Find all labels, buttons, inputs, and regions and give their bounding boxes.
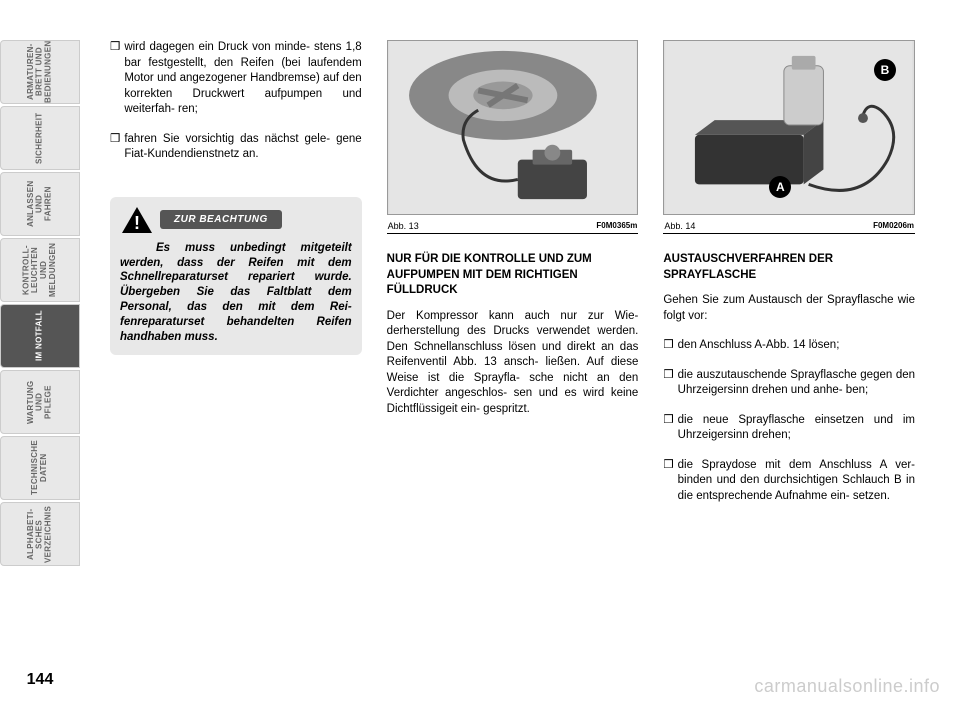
figure-caption: Abb. 13 F0M0365m (387, 219, 639, 234)
bullet-icon: ❒ (110, 40, 120, 118)
tab-alphabetisches[interactable]: ALPHABETI- SCHES VERZEICHNIS (0, 502, 80, 566)
tab-kontroll[interactable]: KONTROLL- LEUCHTEN UND MELDUNGEN (0, 238, 80, 302)
tab-armaturen[interactable]: ARMATUREN- BRETT UND BEDIENUNGEN (0, 40, 80, 104)
list-item: ❒ wird dagegen ein Druck von minde- sten… (110, 40, 362, 118)
warning-header: ! ZUR BEACHTUNG (120, 205, 352, 235)
page: ARMATUREN- BRETT UND BEDIENUNGEN SICHERH… (0, 0, 960, 709)
list-item-text: die Spraydose mit dem Anschluss A ver- b… (678, 458, 915, 505)
warning-text: Es muss unbedingt mitgeteilt werden, das… (120, 241, 352, 346)
column-3: A B Abb. 14 F0M0206m AUSTAUSCHVERFAHREN … (663, 40, 915, 689)
figure-code: F0M0206m (873, 221, 914, 231)
list-item-text: fahren Sie vorsichtig das nächst gele- g… (124, 132, 361, 163)
list-item: ❒ die auszutauschende Sprayflasche gegen… (663, 368, 915, 399)
column-1: ❒ wird dagegen ein Druck von minde- sten… (110, 40, 362, 689)
list-item: ❒ fahren Sie vorsichtig das nächst gele-… (110, 132, 362, 163)
section-heading: AUSTAUSCHVERFAHREN DER SPRAYFLASCHE (663, 252, 915, 283)
list-item-text: die neue Sprayflasche einsetzen und im U… (678, 413, 915, 444)
page-number: 144 (0, 661, 80, 709)
tab-wartung[interactable]: WARTUNG UND PFLEGE (0, 370, 80, 434)
bullet-icon: ❒ (663, 338, 673, 354)
tab-sicherheit[interactable]: SICHERHEIT (0, 106, 80, 170)
marker-b: B (874, 59, 896, 81)
tab-technische[interactable]: TECHNISCHE DATEN (0, 436, 80, 500)
list-item: ❒ den Anschluss A-Abb. 14 lösen; (663, 338, 915, 354)
warning-triangle-icon: ! (120, 205, 154, 235)
sidebar-nav: ARMATUREN- BRETT UND BEDIENUNGEN SICHERH… (0, 0, 80, 709)
figure-label: Abb. 13 (388, 221, 419, 231)
column-2: Abb. 13 F0M0365m NUR FÜR DIE KONTROLLE U… (387, 40, 639, 689)
bullet-icon: ❒ (663, 368, 673, 399)
bullet-icon: ❒ (663, 413, 673, 444)
tab-anlassen[interactable]: ANLASSEN UND FAHREN (0, 172, 80, 236)
tab-im-notfall[interactable]: IM NOTFALL (0, 304, 80, 368)
body-text: Der Kompressor kann auch nur zur Wie- de… (387, 309, 639, 418)
figure-caption: Abb. 14 F0M0206m (663, 219, 915, 234)
figure-label: Abb. 14 (664, 221, 695, 231)
list-item-text: den Anschluss A-Abb. 14 lösen; (678, 338, 840, 354)
list-item-text: die auszutauschende Sprayflasche gegen d… (678, 368, 915, 399)
bullet-icon: ❒ (110, 132, 120, 163)
list-item: ❒ die neue Sprayflasche einsetzen und im… (663, 413, 915, 444)
warning-box: ! ZUR BEACHTUNG Es muss unbedingt mitget… (110, 197, 362, 356)
list-item: ❒ die Spraydose mit dem Anschluss A ver-… (663, 458, 915, 505)
page-content: ❒ wird dagegen ein Druck von minde- sten… (80, 0, 960, 709)
bullet-icon: ❒ (663, 458, 673, 505)
figure-code: F0M0365m (596, 221, 637, 231)
intro-text: Gehen Sie zum Austausch der Sprayflasche… (663, 293, 915, 324)
warning-label: ZUR BEACHTUNG (160, 210, 282, 229)
svg-text:!: ! (134, 213, 140, 233)
list-item-text: wird dagegen ein Druck von minde- stens … (124, 40, 361, 118)
figure-13 (387, 40, 639, 215)
figure-14: A B (663, 40, 915, 215)
section-heading: NUR FÜR DIE KONTROLLE UND ZUM AUFPUMPEN … (387, 252, 639, 299)
